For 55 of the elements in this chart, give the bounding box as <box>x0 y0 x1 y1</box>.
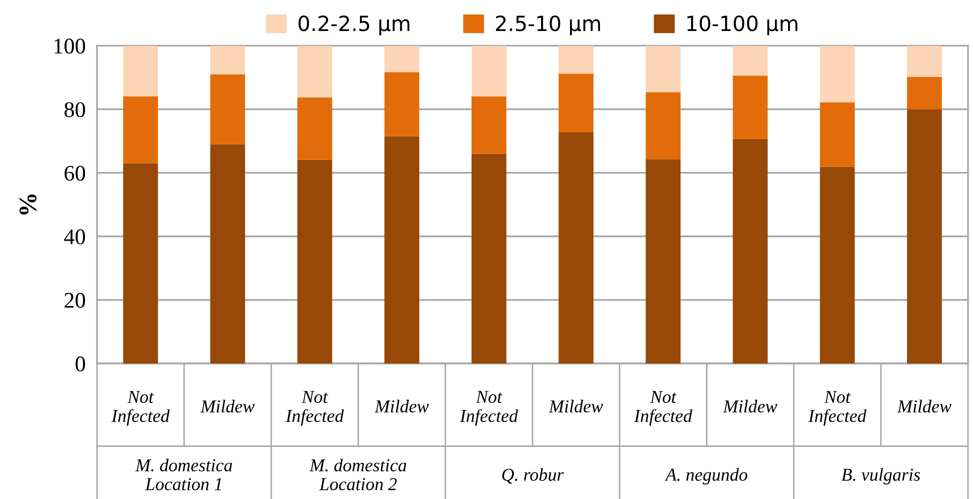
bar <box>732 138 768 364</box>
bar <box>472 154 506 364</box>
bar <box>384 136 420 364</box>
bar <box>472 46 506 96</box>
legend-label: 0.2-2.5 µm <box>298 15 410 36</box>
bar <box>123 96 158 164</box>
bar <box>820 102 855 167</box>
bar <box>820 46 855 102</box>
x-tick-label: Not Infected <box>808 390 866 426</box>
x-tick-label: Mildew <box>897 400 952 413</box>
bar <box>123 46 158 96</box>
bar <box>384 72 420 136</box>
bar <box>558 74 594 132</box>
x-tick-label: Not Infected <box>460 390 518 426</box>
bar <box>820 166 855 364</box>
y-tick-label: 100 <box>54 38 86 54</box>
bar <box>297 160 332 364</box>
text: Q. robur <box>502 468 564 484</box>
x-tick-label: Mildew <box>200 400 255 413</box>
text: B. vulgaris <box>841 468 920 485</box>
bar <box>297 98 332 160</box>
x-tick-label: Mildew <box>374 400 429 413</box>
bar <box>907 76 942 110</box>
text: M. domestica Location 2 <box>309 458 406 490</box>
bar <box>384 46 420 72</box>
y-tick-label: 60 <box>64 166 86 181</box>
y-tick-label: 0 <box>76 356 86 372</box>
x-tick-label: Mildew <box>722 400 778 413</box>
bar <box>646 92 681 160</box>
bar <box>210 46 246 74</box>
legend-label: 2.5-10 µm <box>496 15 600 36</box>
bar <box>297 46 332 98</box>
bar <box>210 74 246 144</box>
y-axis-title: % <box>19 194 36 215</box>
y-tick-label: 40 <box>64 229 86 244</box>
text: A. negundo <box>664 468 748 485</box>
bar <box>646 46 681 92</box>
bar <box>123 163 158 364</box>
bar <box>210 144 246 364</box>
x-tick-label: Not Infected <box>634 390 692 426</box>
text: M. domestica Location 1 <box>135 458 232 490</box>
bar <box>732 46 768 76</box>
bar <box>732 76 768 139</box>
y-tick-label: 80 <box>64 102 86 118</box>
legend-label: 10-100 µm <box>687 15 798 36</box>
bar <box>646 159 681 364</box>
bar <box>472 96 506 154</box>
bar <box>558 132 594 364</box>
y-tick-label: 20 <box>64 292 86 308</box>
bar <box>907 109 942 364</box>
bar <box>907 46 942 77</box>
x-tick-label: Not Infected <box>111 390 170 426</box>
x-tick-label: Not Infected <box>286 390 344 426</box>
bar <box>558 46 594 74</box>
x-tick-label: Mildew <box>548 400 603 413</box>
